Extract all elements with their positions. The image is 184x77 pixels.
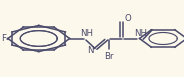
Text: NH: NH	[80, 29, 93, 38]
Text: Br: Br	[104, 52, 113, 61]
Text: O: O	[125, 14, 131, 23]
Text: F: F	[1, 34, 6, 43]
Text: NH: NH	[134, 29, 147, 38]
Text: N: N	[87, 46, 93, 55]
